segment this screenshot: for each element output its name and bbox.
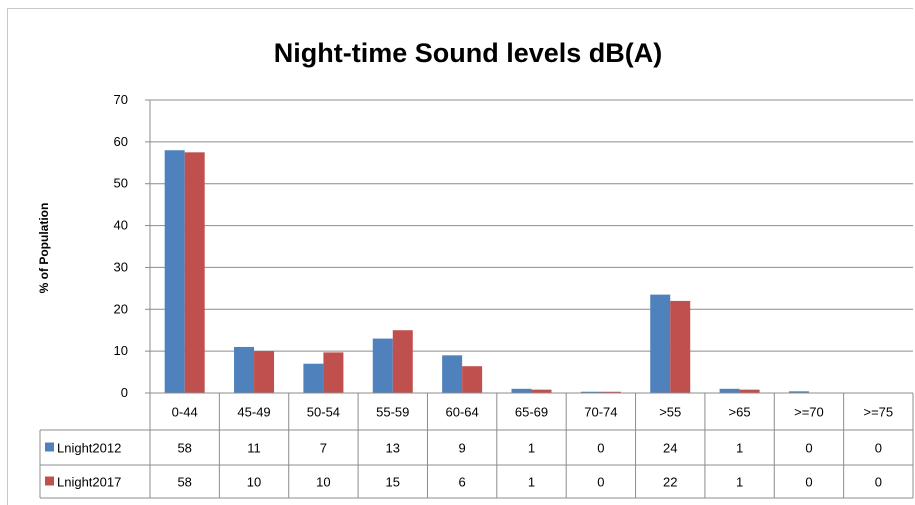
bar-lnight2012-6	[580, 391, 601, 393]
bar-lnight2012-9	[788, 391, 809, 393]
y-axis-label: % of Population	[37, 203, 51, 294]
table-cell: 9	[459, 441, 466, 456]
table-cell: 0	[875, 441, 882, 456]
table-cell: 1	[736, 475, 743, 490]
category-label: >=70	[794, 405, 824, 420]
category-label: 70-74	[584, 405, 617, 420]
y-tick-labels: 0 10 20 30 40 50 60 70	[114, 92, 128, 400]
table-cell: 10	[247, 475, 261, 490]
bar-lnight2017-0	[184, 152, 205, 393]
chart-frame	[7, 8, 913, 505]
table-cell: 1	[528, 475, 535, 490]
bar-lnight2017-7	[670, 300, 691, 393]
bar-lnight2017-6	[600, 391, 621, 393]
table-cell: 1	[528, 441, 535, 456]
bar-lnight2012-5	[511, 388, 532, 393]
bar-lnight2017-2	[323, 352, 344, 393]
data-table-grid	[39, 392, 914, 499]
table-cell: 58	[177, 441, 191, 456]
y-tick-label: 30	[114, 259, 128, 274]
bar-lnight2017-1	[254, 351, 275, 393]
table-cell: 58	[177, 475, 191, 490]
table-cell: 7	[320, 441, 327, 456]
category-label: 55-59	[376, 405, 409, 420]
table-cell: 0	[597, 475, 604, 490]
bar-lnight2012-1	[234, 346, 255, 393]
category-label: 45-49	[237, 405, 270, 420]
category-label: >=75	[863, 405, 893, 420]
category-label: 65-69	[515, 405, 548, 420]
y-tick-label: 20	[114, 301, 128, 316]
bar-lnight2017-4	[462, 366, 483, 393]
table-cell: 6	[459, 475, 466, 490]
table-cell: 13	[386, 441, 400, 456]
bar-lnight2012-0	[164, 150, 185, 393]
table-cell: 0	[875, 475, 882, 490]
category-label: 60-64	[446, 405, 479, 420]
bar-lnight2017-5	[531, 389, 552, 393]
table-cell: 11	[247, 441, 261, 456]
series-name: Lnight2012	[57, 441, 121, 456]
category-label: >65	[729, 405, 751, 420]
category-label: >55	[659, 405, 681, 420]
category-label: 0-44	[172, 405, 198, 420]
table-cell: 1	[736, 441, 743, 456]
table-cell: 22	[663, 475, 677, 490]
bar-lnight2012-3	[372, 338, 393, 393]
y-tick-label: 0	[121, 385, 128, 400]
table-cell: 15	[386, 475, 400, 490]
series-name: Lnight2017	[57, 475, 121, 490]
category-labels: 0-44 45-49 50-54 55-59 60-64 65-69 70-74 >55 >65…	[172, 405, 893, 420]
y-tick-label: 10	[114, 343, 128, 358]
bar-lnight2012-8	[719, 388, 740, 393]
y-tick-label: 50	[114, 176, 128, 191]
legend-key-lnight2017	[45, 476, 54, 486]
category-label: 50-54	[307, 405, 340, 420]
table-cell: 10	[316, 475, 330, 490]
bar-lnight2017-8	[739, 389, 760, 393]
y-tick-label: 70	[114, 92, 128, 107]
bars	[164, 150, 809, 393]
bar-lnight2012-2	[303, 363, 324, 393]
table-cell: 0	[805, 441, 812, 456]
bar-lnight2012-7	[650, 294, 671, 393]
bar-lnight2012-4	[442, 355, 463, 393]
gridlines	[145, 99, 913, 394]
y-tick-label: 60	[114, 134, 128, 149]
table-cell: 24	[663, 441, 677, 456]
bar-lnight2017-3	[392, 330, 413, 393]
y-tick-label: 40	[114, 218, 128, 233]
table-cell: 0	[805, 475, 812, 490]
chart-title: Night-time Sound levels dB(A)	[274, 38, 663, 68]
table-cell: 0	[597, 441, 604, 456]
legend-key-lnight2012	[45, 442, 54, 452]
